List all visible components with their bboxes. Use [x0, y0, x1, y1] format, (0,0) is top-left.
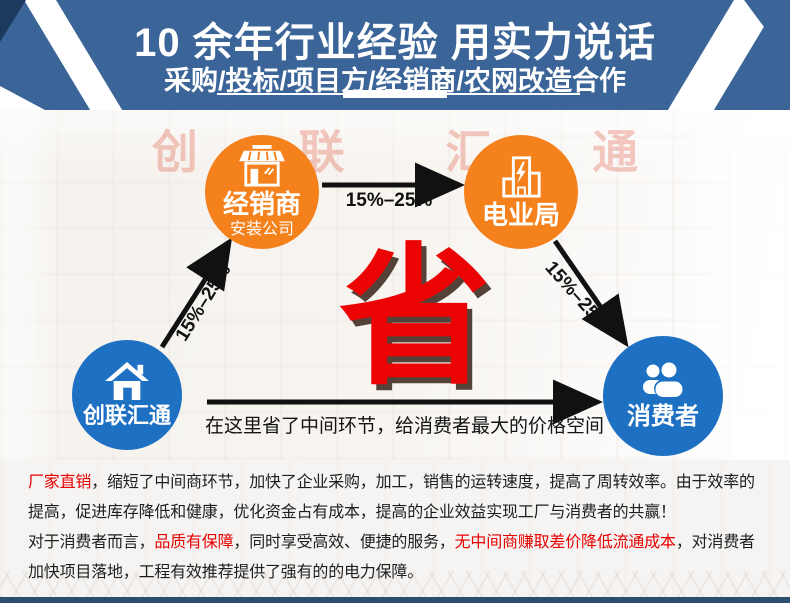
hero-underline — [217, 90, 580, 98]
house-icon — [105, 362, 149, 401]
node-consumer: 消费者 — [603, 336, 723, 456]
node-bureau-label: 电业局 — [481, 200, 560, 231]
node-power-bureau: 电业局 — [464, 135, 578, 249]
node-dealer: 经销商 安装公司 — [205, 135, 319, 249]
node-company-label: 创联汇通 — [82, 403, 171, 429]
hero-underline-accent — [343, 90, 447, 98]
description-section: 厂家直销，缩短了中间商环节，加快了企业采购，加工，销售的运转速度，提高了周转效率… — [0, 460, 790, 603]
paragraph-factory-direct: 厂家直销，缩短了中间商环节，加快了企业采购，加工，销售的运转速度，提高了周转效率… — [28, 474, 755, 521]
paragraph-consumer-benefit: 对于消费者而言，品质有保障，同时享受高效、便捷的服务，无中间商赚取差价降低流通成… — [28, 534, 755, 581]
power-building-icon — [502, 156, 541, 198]
node-dealer-sublabel: 安装公司 — [229, 221, 294, 239]
percent-label-top: 15%–25% — [345, 190, 433, 211]
save-character: 省 — [339, 233, 491, 403]
node-consumer-label: 消费者 — [627, 403, 699, 431]
diagram-caption: 在这里省了中间环节，给消费者最大的价格空间 — [205, 416, 605, 437]
arrow-bureau-to-consumer — [552, 239, 629, 348]
node-dealer-label: 经销商 — [222, 188, 301, 219]
node-company: 创联汇通 — [72, 340, 182, 450]
arrow-company-to-dealer — [159, 237, 233, 349]
people-icon — [643, 361, 684, 398]
storefront-icon — [239, 144, 285, 187]
footer-bar — [0, 597, 790, 603]
flow-arrows — [159, 162, 629, 425]
hero-banner: 10 余年行业经验 用实力说话 采购/投标/项目方/经销商/农网改造合作 — [0, 0, 790, 110]
hero-title: 10 余年行业经验 用实力说话 — [134, 21, 656, 65]
savings-flow-diagram: 创 联 汇 通 15%–25% 15%–25% 15%–25% — [0, 110, 790, 460]
